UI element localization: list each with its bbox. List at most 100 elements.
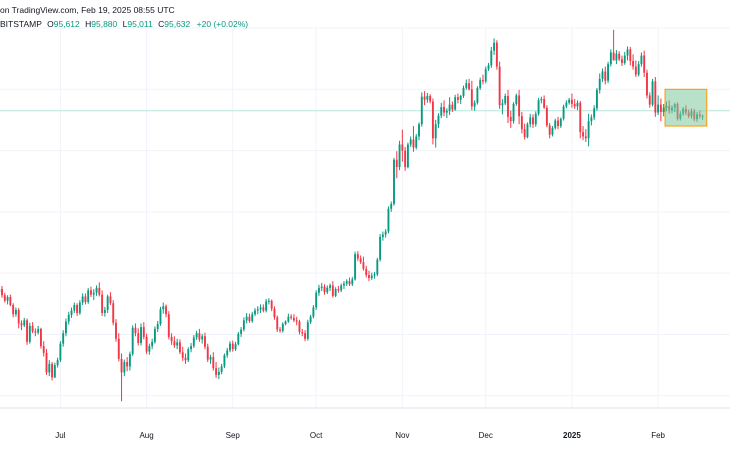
candle-body bbox=[406, 144, 409, 168]
candle-body bbox=[37, 328, 40, 333]
candle-body bbox=[62, 333, 65, 344]
candle-body bbox=[434, 124, 437, 139]
candle-body bbox=[579, 102, 582, 133]
candle-body bbox=[190, 346, 193, 350]
candle-body bbox=[565, 102, 568, 107]
candle-body bbox=[226, 350, 229, 356]
candle-body bbox=[598, 78, 601, 90]
candle-body bbox=[317, 287, 320, 293]
candle-body bbox=[429, 96, 432, 102]
candle-body bbox=[582, 132, 584, 137]
candle-body bbox=[28, 325, 31, 342]
candle-body bbox=[156, 324, 159, 329]
close-value: 95,632 bbox=[164, 19, 191, 29]
candle-body bbox=[343, 283, 345, 286]
candle-body bbox=[292, 317, 295, 321]
candle-body bbox=[245, 316, 248, 321]
candle-body bbox=[381, 234, 384, 237]
candle-body bbox=[493, 42, 496, 51]
candle-body bbox=[290, 316, 293, 318]
candle-body bbox=[87, 290, 90, 302]
candle-body bbox=[370, 275, 373, 279]
candle-body bbox=[420, 96, 423, 125]
candle-body bbox=[106, 296, 109, 310]
candle-body bbox=[304, 333, 306, 339]
candle-body bbox=[215, 368, 218, 375]
candle-body bbox=[9, 297, 12, 306]
candle-body bbox=[607, 64, 610, 81]
candle-body bbox=[593, 108, 596, 118]
change-value: +20 (+0.02%) bbox=[196, 19, 249, 29]
candle-body bbox=[17, 309, 20, 324]
close-label: C bbox=[158, 19, 165, 29]
candle-body bbox=[559, 118, 562, 127]
candle-body bbox=[495, 42, 498, 67]
candle-body bbox=[662, 107, 665, 112]
candle-body bbox=[557, 120, 559, 127]
candle-body bbox=[298, 321, 301, 332]
candle-body bbox=[601, 71, 604, 79]
candle-body bbox=[473, 102, 476, 107]
chart-source-line: on TradingView.com, Feb 19, 2025 08:55 U… bbox=[0, 5, 175, 15]
candle-body bbox=[465, 83, 468, 89]
candle-body bbox=[390, 203, 393, 209]
low-value: 95,011 bbox=[127, 19, 153, 29]
candle-body bbox=[404, 150, 407, 168]
candle-body bbox=[259, 307, 262, 310]
high-label: H bbox=[85, 19, 92, 29]
candle-body bbox=[76, 305, 79, 313]
candle-body bbox=[532, 117, 534, 125]
candle-body bbox=[53, 365, 56, 378]
open-value: 95,612 bbox=[53, 19, 80, 29]
candle-body bbox=[184, 357, 187, 361]
candle-body bbox=[151, 341, 154, 347]
candle-body bbox=[337, 289, 340, 291]
candle-body bbox=[31, 325, 34, 332]
candle-body bbox=[67, 314, 70, 322]
candle-body bbox=[56, 360, 59, 366]
candle-body bbox=[657, 104, 660, 113]
candle-body bbox=[501, 103, 504, 106]
candle-body bbox=[267, 300, 270, 302]
candle-body bbox=[368, 275, 370, 279]
candle-body bbox=[131, 327, 134, 355]
candle-body bbox=[618, 53, 621, 60]
candle-body bbox=[482, 80, 484, 82]
candle-body bbox=[262, 307, 265, 311]
candle-body bbox=[412, 139, 415, 148]
candle-body bbox=[329, 285, 332, 288]
candle-body bbox=[256, 309, 259, 311]
candle-body bbox=[415, 136, 418, 148]
candle-body bbox=[128, 354, 131, 367]
candle-body bbox=[479, 80, 482, 89]
candle-body bbox=[81, 296, 84, 303]
candle-body bbox=[554, 120, 557, 128]
candle-body bbox=[526, 124, 529, 138]
source-text: on TradingView.com, Feb 19, 2025 08:55 U… bbox=[0, 5, 175, 15]
candle-body bbox=[209, 357, 212, 360]
candle-body bbox=[401, 144, 404, 151]
candle-body bbox=[659, 104, 662, 112]
candle-body bbox=[195, 333, 198, 338]
candle-body bbox=[14, 309, 17, 315]
candle-body bbox=[112, 303, 115, 323]
candle-body bbox=[646, 72, 648, 96]
candle-body bbox=[345, 281, 348, 284]
candle-body bbox=[548, 125, 551, 135]
candle-body bbox=[590, 117, 593, 122]
candle-body bbox=[454, 97, 457, 110]
candle-body bbox=[595, 89, 598, 109]
candle-body bbox=[534, 113, 537, 125]
candle-body bbox=[217, 371, 220, 375]
candle-body bbox=[562, 106, 565, 119]
candle-body bbox=[170, 336, 173, 342]
candle-body bbox=[604, 71, 607, 81]
candle-body bbox=[545, 107, 548, 126]
candle-body bbox=[148, 346, 151, 352]
candle-body bbox=[242, 320, 245, 330]
low-label: L bbox=[122, 19, 128, 29]
candle-body bbox=[520, 116, 523, 130]
candle-body bbox=[456, 97, 459, 100]
candle-body bbox=[540, 99, 543, 101]
